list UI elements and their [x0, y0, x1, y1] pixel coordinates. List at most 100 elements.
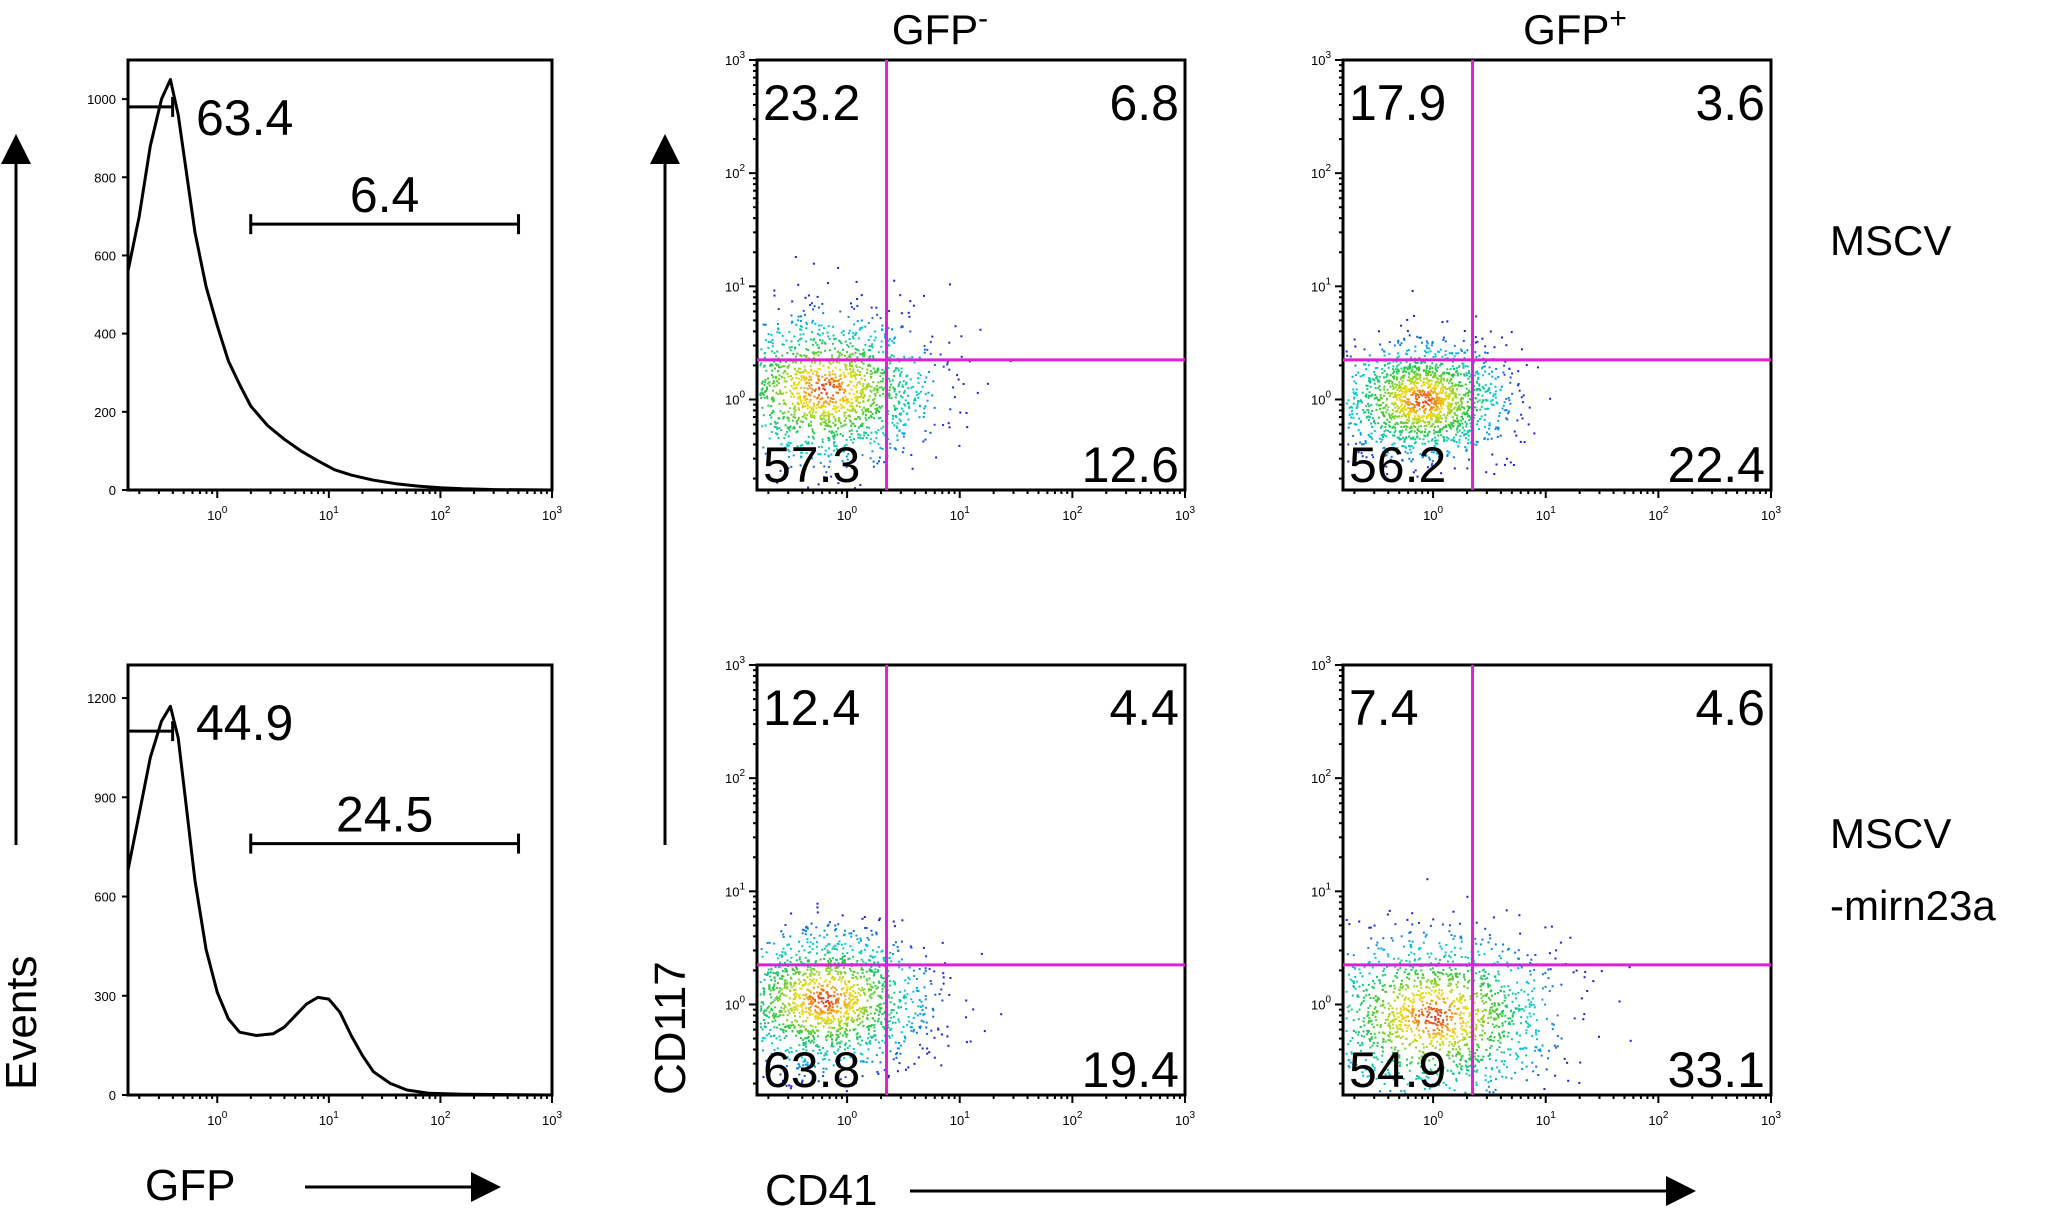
x-tick-label: 100 [1423, 505, 1443, 523]
scatter-point [831, 1009, 834, 1012]
scatter-point [789, 407, 792, 410]
scatter-point [1481, 367, 1483, 369]
scatter-point [1425, 417, 1428, 420]
scatter-point [811, 997, 814, 1000]
scatter-point [1392, 368, 1394, 371]
scatter-point [907, 1066, 910, 1069]
scatter-point [1385, 375, 1388, 378]
scatter-point [1492, 1091, 1495, 1094]
scatter-point [834, 929, 837, 932]
scatter-point [869, 1006, 871, 1009]
scatter-point [1414, 1019, 1417, 1022]
scatter-point [855, 399, 858, 402]
scatter-point [792, 1001, 794, 1004]
scatter-point [883, 980, 886, 983]
scatter-point [891, 379, 894, 382]
scatter-point [1486, 407, 1489, 410]
scatter-point [835, 379, 838, 382]
scatter-point [1368, 394, 1370, 397]
scatter-point [874, 392, 877, 395]
scatter-point [802, 974, 805, 977]
scatter-point [1456, 374, 1459, 377]
scatter-point [1428, 347, 1431, 350]
scatter-point [790, 340, 793, 343]
scatter-point [790, 385, 793, 387]
scatter-point [1476, 1049, 1478, 1051]
scatter-point [1358, 417, 1361, 420]
scatter-point [855, 1081, 857, 1084]
scatter-point [1416, 398, 1419, 401]
x-tick-label: 101 [950, 505, 970, 523]
scatter-point [890, 354, 893, 357]
scatter-point [858, 380, 861, 383]
scatter-point [912, 385, 915, 388]
scatter-point [873, 397, 876, 400]
scatter-point [867, 408, 870, 411]
scatter-point [898, 402, 901, 405]
scatter-point [1423, 354, 1426, 357]
scatter-point [1502, 1063, 1505, 1066]
scatter-point [760, 362, 763, 365]
scatter-point [1414, 426, 1417, 428]
scatter-point [890, 1011, 893, 1014]
scatter-point [848, 1004, 851, 1007]
scatter-point [893, 1003, 896, 1006]
scatter-point [856, 298, 859, 300]
scatter-point [852, 955, 855, 958]
scatter-point [804, 994, 807, 997]
scatter-point [796, 1008, 799, 1011]
scatter-point [832, 394, 835, 397]
scatter-point [1398, 385, 1401, 388]
scatter-point [1437, 1068, 1440, 1071]
scatter-point [864, 993, 867, 996]
scatter-point [1439, 411, 1442, 414]
scatter-point [822, 1002, 825, 1005]
scatter-point [827, 418, 830, 421]
scatter-point [1354, 374, 1357, 377]
scatter-point [824, 449, 827, 452]
scatter-point [817, 986, 819, 989]
scatter-point [843, 412, 846, 415]
scatter-point [869, 1012, 872, 1015]
scatter-point [821, 412, 824, 415]
scatter-point [1410, 430, 1413, 433]
scatter-point [1455, 369, 1458, 372]
scatter-point [800, 1056, 803, 1059]
scatter-point [770, 398, 773, 401]
scatter-point [824, 419, 827, 422]
scatter-point [1475, 1023, 1478, 1026]
scatter-point [1424, 428, 1427, 431]
scatter-point [1427, 440, 1430, 443]
scatter-point [1420, 361, 1423, 364]
scatter-point [1441, 427, 1444, 430]
scatter-point [792, 387, 795, 390]
scatter-point [792, 382, 795, 385]
scatter-point [854, 1028, 857, 1031]
scatter-point [1488, 934, 1491, 937]
scatter-point [794, 416, 796, 419]
scatter-point [1443, 336, 1445, 339]
scatter-point [808, 959, 811, 962]
scatter-point [806, 403, 809, 406]
scatter-point [1386, 362, 1389, 365]
scatter-point [1394, 410, 1397, 413]
scatter-point [850, 381, 853, 384]
scatter-point [861, 1053, 864, 1056]
scatter-point [1435, 1023, 1438, 1026]
scatter-point [794, 992, 797, 995]
scatter-point [818, 379, 821, 382]
scatter-point [859, 1022, 862, 1025]
scatter-point [851, 370, 854, 373]
scatter-point [872, 949, 874, 952]
scatter-point [828, 420, 831, 423]
scatter-point [1439, 415, 1442, 417]
scatter-point [1407, 407, 1410, 409]
scatter-point [825, 414, 828, 417]
scatter-point [1431, 460, 1434, 463]
scatter-point [1401, 409, 1404, 412]
scatter-point [1486, 1037, 1489, 1040]
scatter-point [833, 994, 836, 997]
scatter-point [1352, 416, 1355, 419]
scatter-point [1383, 434, 1386, 437]
scatter-point [878, 1047, 881, 1049]
